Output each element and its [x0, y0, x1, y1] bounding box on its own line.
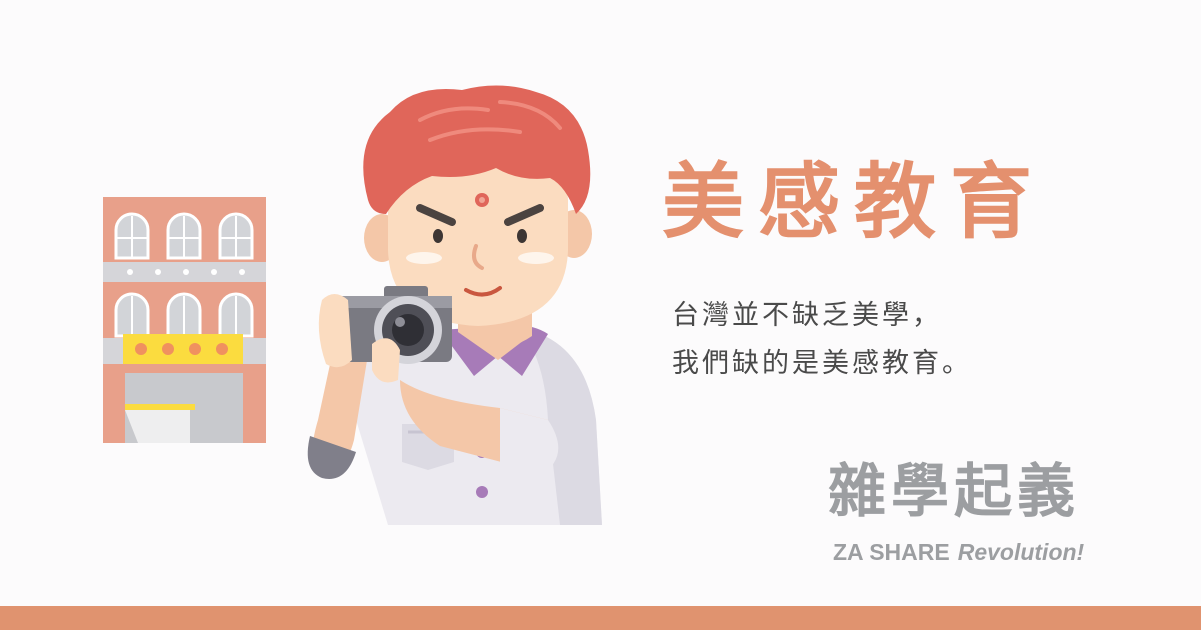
building-illustration	[103, 197, 266, 443]
bottom-accent-bar	[0, 606, 1201, 630]
brand-logo-english: ZA SHARE Revolution!	[833, 541, 1084, 564]
brand-logo-chinese: 雜學起義	[828, 457, 1081, 525]
brand-en-part-1: ZA SHARE	[833, 539, 950, 565]
photographer-illustration	[307, 85, 602, 525]
brand-en-part-2: Revolution!	[957, 539, 1085, 565]
headline: 美感教育	[662, 155, 1047, 250]
subtitle-line-1: 台灣並不缺乏美學，	[672, 300, 942, 331]
subtitle-line-2: 我們缺的是美感教育。	[672, 348, 972, 379]
